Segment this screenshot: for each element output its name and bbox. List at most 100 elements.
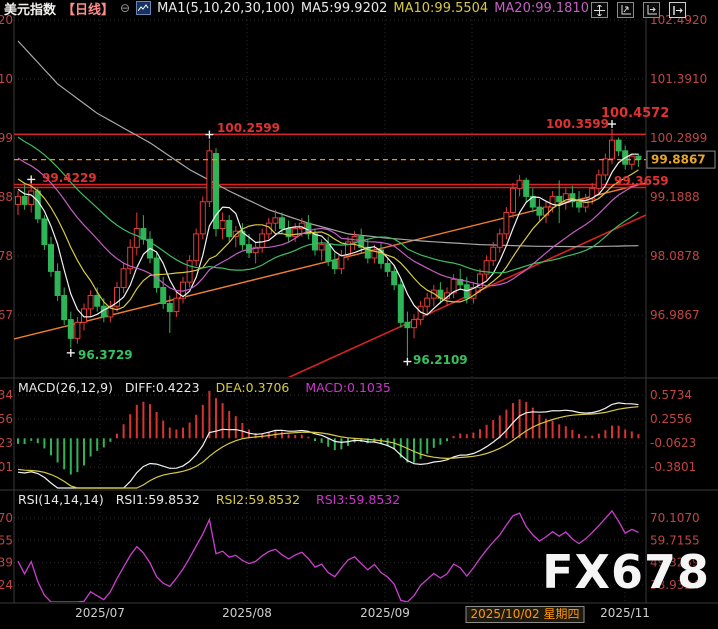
- candle[interactable]: [516, 179, 523, 189]
- candle[interactable]: [74, 321, 81, 339]
- candle[interactable]: [450, 278, 457, 294]
- candle[interactable]: [272, 217, 279, 224]
- candle[interactable]: [318, 244, 325, 251]
- candle[interactable]: [153, 257, 160, 288]
- candle[interactable]: [371, 249, 378, 259]
- candle[interactable]: [424, 297, 431, 307]
- candle[interactable]: [87, 295, 94, 310]
- y-tick-label: 98.0878: [650, 249, 700, 263]
- y-tick-label: 70.1070: [650, 511, 700, 525]
- candle[interactable]: [15, 195, 21, 205]
- candle[interactable]: [259, 233, 266, 248]
- candle[interactable]: [279, 217, 285, 230]
- candle[interactable]: [41, 218, 48, 246]
- candle[interactable]: [81, 308, 87, 323]
- candle[interactable]: [595, 174, 602, 189]
- pan-crosshair-icon[interactable]: [591, 2, 608, 18]
- candle[interactable]: [391, 270, 398, 286]
- candle[interactable]: [127, 246, 134, 270]
- y-tick-label: 59.7155: [650, 533, 700, 547]
- pivot-cross-icon: [403, 357, 412, 366]
- candle[interactable]: [490, 246, 497, 262]
- candle[interactable]: [114, 286, 120, 307]
- candle[interactable]: [21, 195, 28, 205]
- candle[interactable]: [378, 249, 384, 264]
- shift-right-icon[interactable]: [643, 2, 660, 18]
- rsi3-value: RSI3:59.8532: [316, 492, 401, 507]
- candle[interactable]: [384, 262, 391, 272]
- candle[interactable]: [160, 286, 167, 305]
- candle[interactable]: [397, 284, 404, 323]
- candle[interactable]: [252, 246, 259, 254]
- chart-header: 美元指数 【日线】 ⊖ MA1(5,10,20,30,100) MA5:99.9…: [4, 1, 589, 18]
- candle[interactable]: [536, 206, 543, 216]
- candle[interactable]: [48, 244, 54, 272]
- candle[interactable]: [470, 286, 477, 299]
- price-annotation: 96.3729: [78, 348, 133, 362]
- indicator-chart-icon[interactable]: [136, 1, 152, 15]
- y-tick-label-clipped: 10: [0, 72, 13, 86]
- axis-scale-icon[interactable]: [617, 2, 634, 18]
- candle[interactable]: [292, 228, 299, 238]
- candle[interactable]: [589, 187, 596, 200]
- candle[interactable]: [615, 139, 622, 152]
- candle[interactable]: [549, 195, 556, 208]
- candle[interactable]: [120, 268, 127, 288]
- candle[interactable]: [34, 190, 41, 220]
- y-tick-label-clipped: 99: [0, 131, 13, 145]
- candle[interactable]: [298, 222, 305, 230]
- grid-layer: [0, 12, 718, 604]
- month-label: 2025/08: [222, 606, 272, 620]
- candle[interactable]: [67, 319, 74, 339]
- candle[interactable]: [576, 201, 582, 208]
- candle[interactable]: [193, 233, 200, 262]
- candle[interactable]: [61, 295, 68, 321]
- candle[interactable]: [28, 190, 35, 205]
- last-price-axis-box: [646, 150, 716, 169]
- detach-panel-icon[interactable]: [669, 2, 686, 18]
- candle[interactable]: [477, 273, 483, 288]
- candle[interactable]: [213, 153, 219, 230]
- candle[interactable]: [338, 254, 345, 270]
- y-tick-label-clipped: 39: [0, 556, 13, 570]
- candle[interactable]: [173, 297, 180, 313]
- candle[interactable]: [411, 319, 417, 329]
- candle[interactable]: [503, 211, 510, 235]
- y-tick-label: 96.9867: [650, 308, 700, 322]
- candle[interactable]: [206, 150, 213, 203]
- y-tick-label-clipped: 20: [0, 13, 13, 27]
- candle[interactable]: [556, 195, 563, 203]
- ma10-line: [17, 169, 639, 311]
- candle[interactable]: [602, 158, 609, 176]
- candle[interactable]: [94, 295, 101, 307]
- candle[interactable]: [199, 201, 206, 235]
- candle[interactable]: [430, 289, 437, 299]
- collapse-icon[interactable]: ⊖: [120, 1, 131, 15]
- candle[interactable]: [463, 284, 470, 299]
- candle[interactable]: [496, 233, 503, 248]
- candle[interactable]: [510, 187, 516, 213]
- candle[interactable]: [133, 228, 140, 248]
- candle[interactable]: [331, 260, 338, 270]
- y-tick-label: 102.4920: [650, 13, 707, 27]
- candle[interactable]: [609, 139, 615, 160]
- candle[interactable]: [523, 179, 530, 197]
- candle[interactable]: [219, 219, 226, 230]
- macd-header: MACD(26,12,9) DIFF:0.4223 DEA:0.3706 MAC…: [18, 380, 391, 395]
- candle[interactable]: [226, 219, 233, 238]
- candle[interactable]: [312, 233, 318, 251]
- period-label: 【日线】: [62, 2, 115, 18]
- candle[interactable]: [569, 193, 576, 203]
- candle[interactable]: [562, 193, 569, 203]
- candle[interactable]: [404, 321, 411, 329]
- last-price-axis-value: 99.8867: [651, 153, 706, 167]
- candle[interactable]: [54, 270, 61, 297]
- candle[interactable]: [166, 303, 173, 313]
- pivot-cross-icon: [66, 348, 75, 357]
- candle[interactable]: [265, 222, 272, 235]
- candle[interactable]: [483, 260, 490, 275]
- candle[interactable]: [325, 244, 332, 262]
- macd-diff-value: DIFF:0.4223: [124, 380, 200, 395]
- candle[interactable]: [345, 241, 351, 256]
